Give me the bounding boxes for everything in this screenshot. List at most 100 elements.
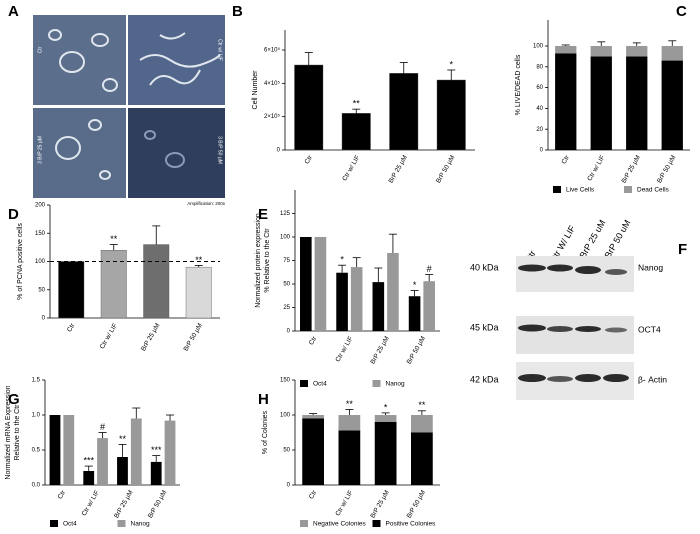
panel-letter: D <box>8 206 19 223</box>
bar <box>150 461 162 485</box>
marker-label: 40 kDa <box>470 262 499 272</box>
bar <box>143 244 170 319</box>
bar <box>58 261 85 319</box>
panel-letter: F <box>678 241 687 258</box>
significance-label: *** <box>83 455 94 465</box>
x-tick-label: BrP 25 µM <box>621 154 642 184</box>
western-blot: Ctr Ctr W/ LIF 3BrP 25 uM 3BrP 50 uM 40 … <box>470 218 667 400</box>
significance-label: ** <box>110 234 118 244</box>
micrograph-note: Amplification: 200x <box>187 201 226 206</box>
legend-swatch <box>624 186 632 193</box>
significance-label: * <box>449 59 453 69</box>
bar-segment <box>590 56 612 150</box>
cell-colonies <box>48 29 221 180</box>
y-tick-label: 80 <box>536 64 543 70</box>
significance-label: ** <box>346 399 354 409</box>
x-tick-label: BrP 50 µM <box>183 322 204 352</box>
panel-letter: C <box>676 3 687 20</box>
y-axis-label: Relative to the Ctr <box>14 404 21 461</box>
panel-letter: A <box>8 3 19 20</box>
y-axis-label: % Relative to the Ctr <box>264 228 271 293</box>
y-axis-label: % LIVE/DEAD cells <box>515 54 522 115</box>
y-tick-label: 2×10⁵ <box>264 113 281 120</box>
significance-label: *** <box>151 445 162 455</box>
bar <box>350 267 363 331</box>
bar <box>185 266 212 319</box>
legend-label: Oct4 <box>63 521 77 528</box>
bar <box>97 438 108 485</box>
x-tick-label: BrP 25 µM <box>140 322 161 352</box>
legend-label: Nanog <box>131 521 151 528</box>
bar <box>436 79 466 151</box>
bar <box>294 64 324 151</box>
y-tick-label: 150 <box>280 378 291 384</box>
bar <box>164 420 176 485</box>
bar-segment <box>661 46 683 61</box>
bar-segment <box>590 46 612 57</box>
protein-label: Nanog <box>638 262 663 272</box>
y-axis-label: % of Colonies <box>262 410 269 454</box>
y-tick-label: 75 <box>283 258 290 264</box>
bar-segment <box>411 432 433 485</box>
x-tick-label: Ctr w/ LIF <box>341 154 361 182</box>
legend-label: Dead Cells <box>637 187 670 194</box>
y-tick-label: 100 <box>280 235 291 241</box>
panel-letter: H <box>258 391 269 408</box>
legend-swatch <box>117 520 126 527</box>
bar-segment <box>555 53 577 150</box>
x-tick-label: Ctr <box>304 154 315 166</box>
micrograph <box>128 15 225 105</box>
significance-label: * <box>413 280 417 290</box>
legend-swatch <box>300 520 308 527</box>
y-tick-label: 0 <box>287 329 291 335</box>
protein-label: OCT4 <box>638 324 661 334</box>
bar-segment <box>338 430 361 485</box>
x-tick-label: Ctr <box>308 489 319 501</box>
legend-swatch <box>50 520 58 527</box>
bar-segment <box>626 46 648 57</box>
bar-segment <box>302 418 324 485</box>
bar <box>117 457 128 485</box>
x-tick-label: Ctr w/ LIF <box>81 489 101 517</box>
blot-bands <box>518 264 629 382</box>
x-tick-label: Ctr <box>66 322 77 334</box>
y-tick-label: 25 <box>283 305 290 311</box>
x-tick-label: Ctr <box>308 335 319 347</box>
bar-segment <box>555 46 577 54</box>
bar <box>389 73 419 151</box>
bar <box>314 237 327 331</box>
y-tick-label: 1.0 <box>32 413 41 419</box>
bar <box>423 281 435 331</box>
x-tick-label: Ctr w/ LIF <box>99 322 119 350</box>
x-tick-label: Ctr w/ LIF <box>334 335 354 363</box>
y-tick-label: 0 <box>287 483 291 489</box>
micrograph-label: 3 BrP 50 µM <box>217 136 223 164</box>
bar-segment <box>302 415 324 419</box>
bar <box>100 249 127 319</box>
legend-label: Nanog <box>386 381 406 388</box>
y-tick-label: 0 <box>42 316 46 322</box>
x-tick-label: BrP 50 µM <box>147 489 168 519</box>
bar <box>63 415 75 485</box>
y-axis-label: Normalized mRNA Expression <box>5 385 12 479</box>
micrographs: Ctr Ctr w/ LIF 3 BrP 25 µM 3 BrP 50 µM A… <box>33 15 226 206</box>
legend-swatch <box>553 186 561 193</box>
y-tick-label: 4×10⁵ <box>264 80 281 87</box>
x-tick-label: Ctr w/ LIF <box>586 154 606 182</box>
significance-label: # <box>100 422 105 432</box>
y-axis-label: Normalized protein expression <box>255 213 262 308</box>
y-tick-label: 50 <box>38 287 45 293</box>
y-tick-label: 0.0 <box>32 483 41 489</box>
bar-segment <box>661 60 683 151</box>
panel-letter: G <box>8 391 20 408</box>
y-tick-label: 6×10⁵ <box>264 47 281 54</box>
y-tick-label: 125 <box>280 211 291 217</box>
panel-letter: E <box>258 206 268 223</box>
x-tick-label: Ctr <box>57 489 68 501</box>
y-tick-label: 50 <box>283 448 290 454</box>
bar <box>408 296 421 331</box>
x-tick-label: BrP 50 µM <box>656 154 677 184</box>
y-tick-label: 60 <box>536 85 543 91</box>
y-tick-label: 100 <box>35 259 46 265</box>
